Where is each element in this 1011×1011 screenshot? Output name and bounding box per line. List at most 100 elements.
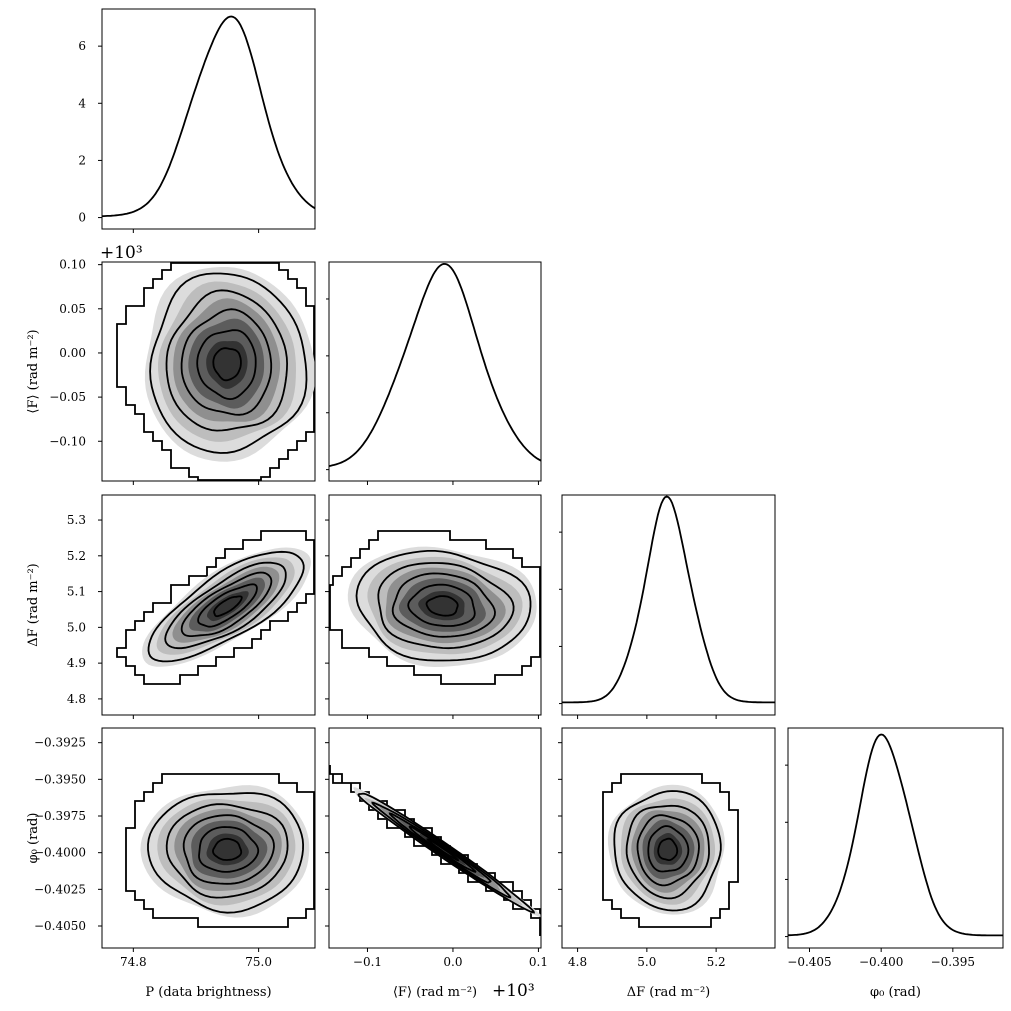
contour-line-level-5 [212, 837, 243, 861]
panel-frame [101, 494, 316, 716]
contour-line-level-4 [408, 825, 477, 873]
y-tick-label: −0.3925 [34, 736, 86, 750]
y-tick-label: 0.10 [59, 258, 86, 272]
x-tick-label: −0.1 [353, 955, 382, 969]
contour-line-level-5 [212, 347, 242, 382]
y-tick-label: −0.10 [49, 434, 86, 448]
x-tick-label: 75.0 [245, 955, 272, 969]
y-tick-label: −0.4050 [34, 919, 86, 933]
x-tick-label: 5.0 [637, 955, 656, 969]
y-tick-label: −0.05 [49, 390, 86, 404]
contour-line-level-2 [377, 562, 515, 650]
contour-line-level-1 [149, 272, 308, 454]
contour-line-level-1 [147, 792, 305, 914]
y-tick-label: 6 [78, 39, 86, 53]
x-tick-label: 5.2 [707, 955, 726, 969]
y-tick-label: −0.4025 [34, 882, 86, 896]
contour-line-level-4 [407, 583, 476, 627]
diagonal-panel-P: 0 2 4 6 [78, 8, 316, 233]
panel-frame [101, 727, 316, 949]
y-tick-label: 4 [78, 96, 86, 110]
contour-line-level-4 [647, 825, 690, 873]
contour-line-level-2 [164, 561, 287, 650]
y-tick-label: 0.05 [59, 302, 86, 316]
y-tick-label: 4.8 [67, 692, 86, 706]
x-tick-label: 0.1 [529, 955, 548, 969]
contour-line-level-3 [180, 308, 273, 416]
density-fill-level-5 [207, 591, 249, 622]
y-axis-label-phi0: φ₀ (rad) [26, 813, 41, 864]
outer-contour [116, 262, 315, 481]
y-tick-label: −0.4000 [34, 846, 86, 860]
contour-line-level-5 [425, 595, 459, 617]
contour-line-level-3 [180, 571, 273, 637]
panel-frame [101, 8, 316, 230]
x-axis-label-phi0: φ₀ (rad) [870, 985, 921, 1000]
panel-frame [328, 494, 542, 716]
y-tick-label: 0 [78, 211, 86, 225]
x-axis-label-dF: ΔF (rad m⁻²) [627, 985, 711, 1000]
y-axis-offset-label: +10³ [100, 243, 143, 263]
contour-line-level-1 [357, 792, 536, 914]
scatter-panel-F_mean-dF [325, 494, 542, 719]
contour-line-level-3 [391, 572, 496, 638]
contour-line-level-5 [426, 838, 460, 862]
outer-contour [602, 773, 739, 928]
contour-line-level-3 [182, 814, 275, 885]
contour-line-level-1 [355, 550, 532, 662]
contour-line-level-3 [388, 812, 492, 884]
y-tick-label: 0.00 [59, 346, 86, 360]
y-tick-label: −0.3975 [34, 809, 86, 823]
diagonal-panel-F_mean [326, 261, 542, 485]
x-tick-label: 74.8 [120, 955, 147, 969]
outer-contour [116, 530, 315, 685]
y-tick-label: −0.3950 [34, 772, 86, 786]
panel-frame [561, 727, 776, 949]
contour-line-level-5 [657, 837, 679, 861]
x-tick-label: −0.400 [859, 955, 903, 969]
panel-frame [561, 494, 776, 716]
contour-line-level-3 [636, 814, 700, 887]
scatter-panel-F_mean-phi0 [325, 727, 542, 952]
x-tick-label: −0.395 [931, 955, 975, 969]
y-tick-label: 5.1 [67, 585, 86, 599]
contour-line-level-2 [165, 289, 289, 432]
x-axis-label-P: P (data brightness) [145, 985, 271, 1000]
x-axis-offset-label: +10³ [492, 981, 535, 1001]
contour-line-level-5 [213, 595, 243, 618]
contour-line-level-4 [196, 329, 257, 401]
contour-line-level-1 [147, 550, 305, 663]
contour-line-level-2 [165, 803, 289, 899]
contour-line-level-2 [371, 801, 512, 899]
panel-frame [101, 261, 316, 482]
scatter-panel-P-phi0: −0.4050 −0.4025 −0.4000 −0.3975 −0.3950 −0.39… [34, 727, 316, 952]
y-tick-label: 4.9 [67, 656, 86, 670]
y-tick-label: 2 [78, 153, 86, 167]
density-curve [101, 15, 316, 218]
density-curve [788, 733, 1003, 937]
y-axis-label-dF: ΔF (rad m⁻²) [26, 563, 41, 647]
diagonal-panel-dF [559, 494, 776, 719]
outer-contour [125, 773, 315, 928]
density-curve [328, 263, 542, 467]
x-tick-label: −0.405 [787, 955, 831, 969]
x-tick-label: 0.0 [443, 955, 462, 969]
y-axis-label-F_mean: ⟨F⟩ (rad m⁻²) [26, 329, 41, 413]
x-axis-label-F_mean: ⟨F⟩ (rad m⁻²) [393, 985, 477, 1000]
diagonal-panel-phi0 [785, 727, 1004, 952]
y-tick-label: 5.3 [67, 513, 86, 527]
panel-frame [787, 727, 1004, 949]
y-tick-label: 5.2 [67, 549, 86, 563]
contour-line-level-1 [613, 790, 722, 912]
scatter-panel-P-dF: 4.8 4.9 5.0 5.1 5.2 5.3 [67, 494, 316, 719]
x-tick-label: 4.8 [568, 955, 587, 969]
scatter-panel-P-F_mean: −0.10 −0.05 0.00 0.05 0.10 [49, 258, 316, 485]
y-tick-label: 5.0 [67, 620, 86, 634]
density-curve [562, 495, 775, 704]
contour-line-level-4 [198, 826, 260, 873]
panel-frame [328, 727, 542, 949]
panel-frame [328, 261, 542, 482]
contour-line-level-4 [197, 583, 258, 628]
contour-line-level-2 [625, 804, 710, 900]
